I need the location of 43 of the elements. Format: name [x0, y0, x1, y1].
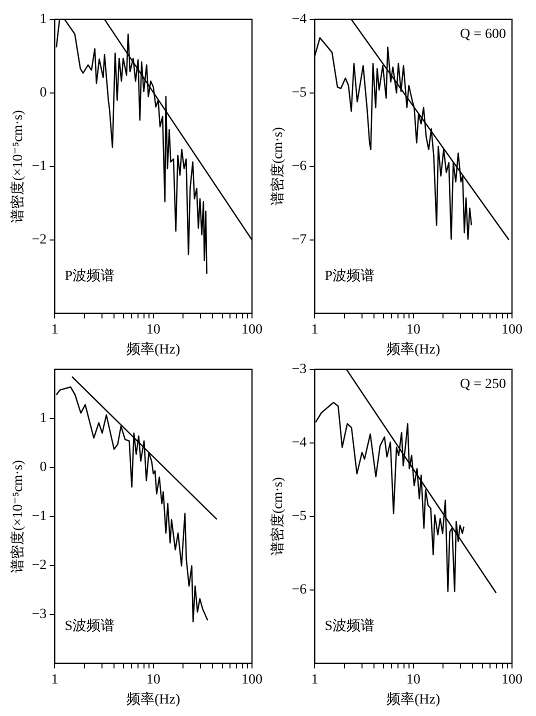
x-axis-title: 频率(Hz): [386, 341, 441, 358]
annotation: S波频谱: [324, 618, 374, 634]
x-tick-label: 1: [311, 322, 318, 338]
y-axis-title: 谱密度(×10⁻⁵cm·s): [10, 110, 26, 223]
x-axis-title: 频率(Hz): [126, 691, 181, 708]
x-tick-label: 10: [406, 672, 420, 688]
y-axis-title: 谱密度(×10⁻⁵cm·s): [10, 460, 26, 573]
y-tick-label: −5: [292, 509, 307, 524]
annotation: S波频谱: [64, 618, 114, 634]
x-tick-label: 100: [242, 322, 262, 338]
annotation: P波频谱: [324, 268, 374, 284]
y-tick-label: −3: [32, 607, 47, 622]
y-tick-label: −7: [292, 232, 307, 248]
annotation: Q = 250: [460, 377, 506, 392]
y-tick-label: 0: [40, 86, 47, 101]
y-tick-label: −1: [32, 509, 47, 524]
x-tick-label: 10: [146, 672, 160, 688]
y-tick-label: −5: [292, 86, 307, 101]
y-tick-label: 1: [40, 12, 47, 28]
y-tick-label: −4: [292, 12, 307, 28]
y-axis-title: 谱密度(cm·s): [270, 126, 286, 206]
x-tick-label: 10: [146, 322, 160, 338]
x-tick-label: 100: [502, 322, 522, 338]
annotation: Q = 600: [460, 27, 506, 42]
annotation: P波频谱: [64, 268, 114, 284]
x-tick-label: 1: [311, 672, 318, 688]
y-tick-label: −1: [32, 159, 47, 174]
y-tick-label: 1: [40, 411, 47, 426]
y-tick-label: −4: [292, 436, 307, 451]
x-tick-label: 1: [51, 322, 58, 338]
y-axis-title: 谱密度(cm·s): [270, 476, 286, 556]
x-axis-title: 频率(Hz): [386, 691, 441, 708]
y-tick-label: −6: [292, 582, 307, 598]
y-tick-label: −3: [292, 362, 307, 378]
y-tick-label: 0: [40, 460, 47, 476]
y-tick-label: −2: [32, 558, 47, 574]
x-axis-title: 频率(Hz): [126, 341, 181, 358]
x-tick-label: 100: [242, 672, 262, 688]
y-tick-label: −6: [292, 159, 307, 174]
x-tick-label: 100: [502, 672, 522, 688]
x-tick-label: 10: [406, 322, 420, 338]
y-tick-label: −2: [32, 232, 47, 248]
x-tick-label: 1: [51, 672, 58, 688]
